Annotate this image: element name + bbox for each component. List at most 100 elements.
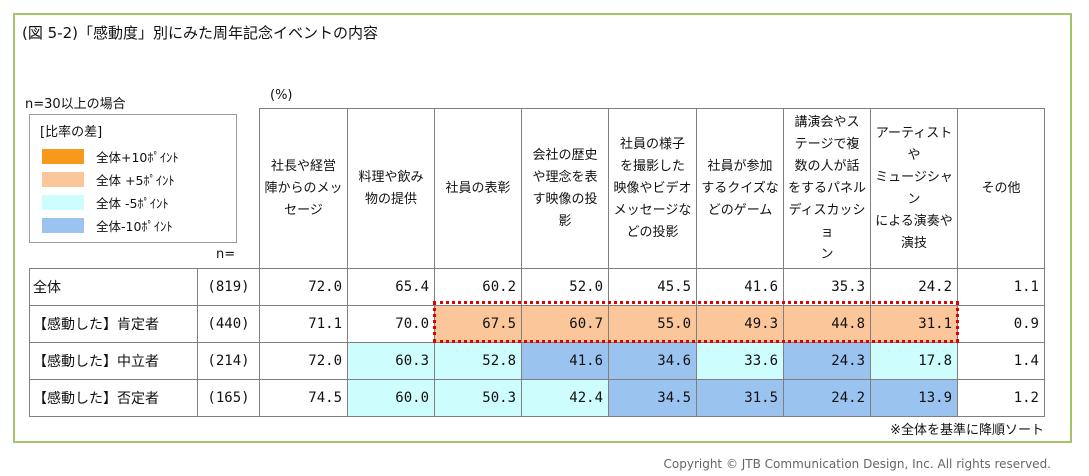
legend-swatch — [42, 217, 84, 233]
value-cell: 42.4 — [521, 379, 609, 417]
value-cell: 1.4 — [957, 342, 1045, 380]
value-cell: 34.5 — [608, 379, 697, 417]
column-header-line: ン — [820, 246, 834, 262]
row-n: (165) — [197, 379, 260, 417]
value-cell: 17.8 — [870, 342, 958, 380]
legend-item: 全体 -5ﾎﾟｲﾝﾄ — [42, 194, 169, 211]
column-header-line: 社長や経営 — [270, 158, 336, 174]
row-label: 【感動した】中立者 — [29, 342, 198, 380]
column-header-line: 物の提供 — [364, 191, 417, 207]
row-label: 【感動した】否定者 — [29, 379, 198, 417]
value-cell: 35.3 — [783, 268, 871, 306]
legend-item: 全体-10ﾎﾟｲﾝﾄ — [42, 217, 173, 234]
unit-label: (%) — [270, 88, 293, 103]
column-header-line: テージで複 — [794, 136, 860, 152]
legend-swatch — [42, 194, 84, 210]
table-row: 【感動した】肯定者 (440) 71.1 70.0 67.5 60.7 55.0 49.3 44… — [29, 305, 1045, 343]
value-cell: 65.4 — [347, 268, 435, 306]
column-header-line: ミュージシャン — [875, 169, 953, 207]
value-cell: 71.1 — [259, 305, 348, 343]
column-header-line: 会社の歴史 — [532, 147, 598, 163]
value-cell: 31.5 — [696, 379, 784, 417]
value-cell: 74.5 — [259, 379, 348, 417]
legend: [比率の差] 全体+10ﾎﾟｲﾝﾄ 全体 +5ﾎﾟｲﾝﾄ 全体 -5ﾎﾟｲﾝﾄ … — [29, 114, 237, 243]
column-header: 講演会やステージで複数の人が話をするパネルディスカッション — [783, 108, 871, 269]
legend-item: 全体+10ﾎﾟｲﾝﾄ — [42, 148, 179, 165]
column-header-line: による演奏や — [875, 213, 953, 229]
column-header-line: を撮影した — [619, 158, 685, 174]
value-cell: 55.0 — [608, 305, 697, 343]
sort-note: ※全体を基準に降順ソート — [890, 423, 1044, 438]
value-cell: 45.5 — [608, 268, 697, 306]
value-cell: 33.6 — [696, 342, 784, 380]
value-cell: 24.3 — [783, 342, 871, 380]
value-cell: 1.2 — [957, 379, 1045, 417]
value-cell: 24.2 — [783, 379, 871, 417]
value-cell: 52.0 — [521, 268, 609, 306]
column-header-line: 講演会やス — [794, 114, 860, 130]
column-header: 料理や飲み 物の提供 — [347, 108, 435, 269]
header-row: 社長や経営 陣からのメッ セージ 料理や飲み 物の提供 社員の表彰 会社の歴史 や理念を表 す映… — [30, 108, 1045, 269]
column-header-line: 料理や飲み — [358, 169, 424, 185]
value-cell: 31.1 — [870, 305, 958, 343]
legend-swatch — [42, 148, 84, 164]
column-header-line: 数の人が話 — [794, 158, 860, 174]
column-header-line: や理念を表 — [532, 169, 598, 185]
legend-item: 全体 +5ﾎﾟｲﾝﾄ — [42, 171, 175, 188]
column-header-line: どのゲーム — [707, 202, 773, 218]
column-header-line: その他 — [981, 180, 1021, 196]
column-header-line: す映像の投 — [532, 191, 598, 207]
column-header: その他 — [957, 108, 1045, 269]
column-header-line: セージ — [284, 202, 323, 218]
table-row: 【感動した】否定者 (165) 74.5 60.0 50.3 42.4 34.5 31.5 24… — [29, 379, 1045, 417]
value-cell: 34.6 — [608, 342, 697, 380]
value-cell: 60.7 — [521, 305, 609, 343]
copyright: Copyright © JTB Communication Design, In… — [663, 457, 1052, 471]
legend-label: 全体 +5ﾎﾟｲﾝﾄ — [96, 172, 175, 188]
column-header: 社員が参加するクイズな どのゲーム — [696, 108, 784, 269]
column-header-line: どの投影 — [626, 224, 679, 240]
value-cell: 52.8 — [434, 342, 522, 380]
value-cell: 24.2 — [870, 268, 958, 306]
value-cell: 50.3 — [434, 379, 522, 417]
row-label: 【感動した】肯定者 — [29, 305, 198, 343]
table-row: 【感動した】中立者 (214) 72.0 60.3 52.8 41.6 34.6 33.6 24… — [29, 342, 1045, 380]
column-header-line: 影 — [558, 213, 572, 229]
value-cell: 72.0 — [259, 342, 348, 380]
row-n: (440) — [197, 305, 260, 343]
value-cell: 41.6 — [521, 342, 609, 380]
column-header-line: 陣からのメッ — [264, 180, 343, 196]
legend-label: 全体+10ﾎﾟｲﾝﾄ — [96, 149, 179, 165]
data-table: 社長や経営 陣からのメッ セージ 料理や飲み 物の提供 社員の表彰 会社の歴史 や理念を表 す映… — [29, 108, 1045, 417]
value-cell: 13.9 — [870, 379, 958, 417]
column-header: 社長や経営陣からのメッ セージ — [259, 108, 348, 269]
value-cell: 72.0 — [259, 268, 348, 306]
column-header-line: をするパネル — [787, 180, 866, 196]
figure-title: (図 5-2)「感動度」別にみた周年記念イベントの内容 — [22, 24, 378, 42]
value-cell: 41.6 — [696, 268, 784, 306]
value-cell: 70.0 — [347, 305, 435, 343]
column-header-line: するクイズな — [701, 180, 779, 196]
column-header: 社員の表彰 — [434, 108, 522, 269]
column-header-line: 社員の表彰 — [445, 180, 511, 196]
legend-swatch — [42, 171, 84, 187]
n-column-header: n= — [216, 247, 236, 262]
row-n: (819) — [197, 268, 260, 306]
legend-label: 全体 -5ﾎﾟｲﾝﾄ — [96, 195, 169, 211]
value-cell: 60.2 — [434, 268, 522, 306]
column-header-line: 映像やビデオ — [613, 180, 692, 196]
value-cell: 44.8 — [783, 305, 871, 343]
sample-size-note: n=30以上の場合 — [25, 97, 126, 112]
column-header-line: ディスカッショ — [788, 202, 866, 240]
row-n: (214) — [197, 342, 260, 380]
column-header-line: 社員の様子 — [619, 136, 685, 152]
column-header: 社員の様子 を撮影した 映像やビデオ メッセージな どの投影 — [608, 108, 697, 269]
column-header-line: 演技 — [900, 235, 927, 251]
value-cell: 60.0 — [347, 379, 435, 417]
value-cell: 1.1 — [957, 268, 1045, 306]
value-cell: 49.3 — [696, 305, 784, 343]
column-header-line: 社員が参加 — [707, 158, 773, 174]
column-header: 会社の歴史や理念を表す映像の投影 — [521, 108, 609, 269]
column-header-line: アーティストや — [875, 125, 953, 163]
row-label: 全体 — [29, 268, 198, 306]
